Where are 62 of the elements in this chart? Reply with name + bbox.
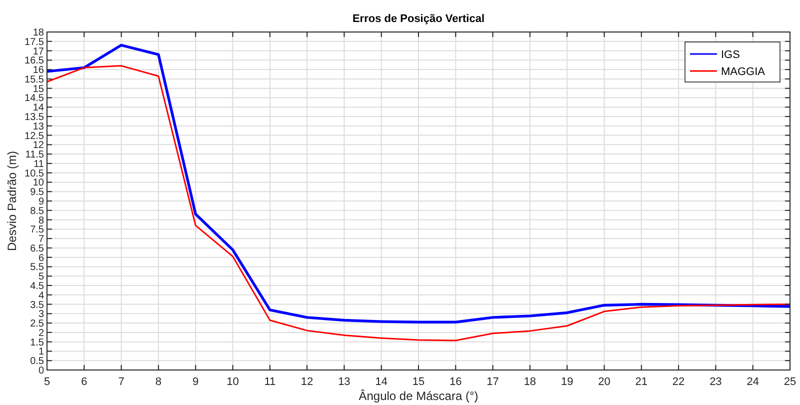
y-tick-label: 15.5 [24, 74, 44, 86]
x-tick-label: 12 [300, 376, 314, 388]
y-tick-label: 5.5 [30, 262, 44, 274]
y-tick-label: 18 [32, 28, 44, 38]
x-tick-label: 16 [450, 376, 462, 388]
y-tick-label: 13.5 [24, 112, 44, 123]
y-tick-label: 17 [32, 46, 44, 58]
y-tick-label: 6.5 [30, 243, 44, 254]
x-tick-label: 20 [598, 376, 610, 388]
y-tick-label: 16.5 [24, 56, 44, 67]
legend-label: IGS [721, 48, 740, 61]
x-tick-label: 17 [486, 376, 499, 388]
y-tick-label: 4.5 [30, 281, 44, 292]
x-tick-label: 8 [155, 376, 162, 388]
x-tick-label: 15 [412, 376, 425, 388]
y-tick-label: 8 [38, 215, 44, 226]
x-tick-label: 23 [710, 376, 722, 388]
y-tick-label: 3 [38, 309, 44, 320]
x-tick-label: 10 [226, 376, 239, 388]
x-tick-label: 7 [118, 376, 124, 388]
y-tick-label: 9 [38, 196, 44, 208]
y-tick-label: 9.5 [30, 187, 44, 198]
y-tick-label: 0.5 [30, 356, 44, 368]
y-tick-label: 7 [38, 234, 44, 246]
y-tick-label: 7.5 [30, 224, 44, 236]
y-tick-label: 6 [38, 252, 44, 264]
legend-label: MAGGIA [721, 66, 766, 78]
x-tick-label: 24 [746, 376, 759, 388]
y-tick-label: 17.5 [24, 36, 44, 48]
x-tick-label: 25 [784, 376, 796, 388]
y-tick-label: 14 [32, 102, 44, 114]
x-tick-label: 22 [672, 376, 685, 388]
x-tick-label: 19 [560, 376, 574, 388]
y-tick-label: 14.5 [24, 93, 44, 104]
x-tick-label: 9 [192, 376, 199, 388]
y-tick-label: 8.5 [30, 206, 44, 217]
x-tick-label: 14 [375, 376, 388, 388]
x-tick-label: 18 [524, 376, 536, 388]
y-tick-label: 10 [32, 178, 44, 189]
y-tick-label: 1 [38, 346, 44, 358]
y-tick-label: 15 [32, 84, 44, 95]
y-axis-title: Desvio Padrão (m) [5, 150, 19, 252]
x-tick-label: 21 [635, 376, 648, 388]
y-tick-label: 13 [32, 121, 44, 132]
x-tick-label: 13 [338, 376, 350, 388]
y-tick-label: 3.5 [30, 300, 44, 311]
x-tick-label: 6 [81, 376, 88, 388]
y-tick-label: 2 [38, 328, 44, 339]
y-tick-label: 0 [38, 366, 44, 376]
y-tick-label: 12.5 [24, 130, 44, 142]
y-tick-label: 12 [32, 140, 44, 152]
y-tick-label: 11.5 [25, 150, 44, 161]
y-tick-label: 4 [38, 290, 44, 302]
y-tick-label: 16 [32, 65, 44, 76]
chart-title: Erros de Posição Vertical [352, 13, 485, 25]
x-tick-label: 11 [264, 376, 276, 388]
y-tick-label: 10.5 [24, 168, 44, 180]
y-tick-label: 5 [38, 272, 44, 283]
y-tick-label: 11 [34, 158, 44, 170]
y-tick-label: 1.5 [30, 337, 44, 348]
x-axis-title: Ângulo de Máscara (°) [358, 389, 478, 403]
y-tick-label: 2.5 [30, 318, 44, 330]
